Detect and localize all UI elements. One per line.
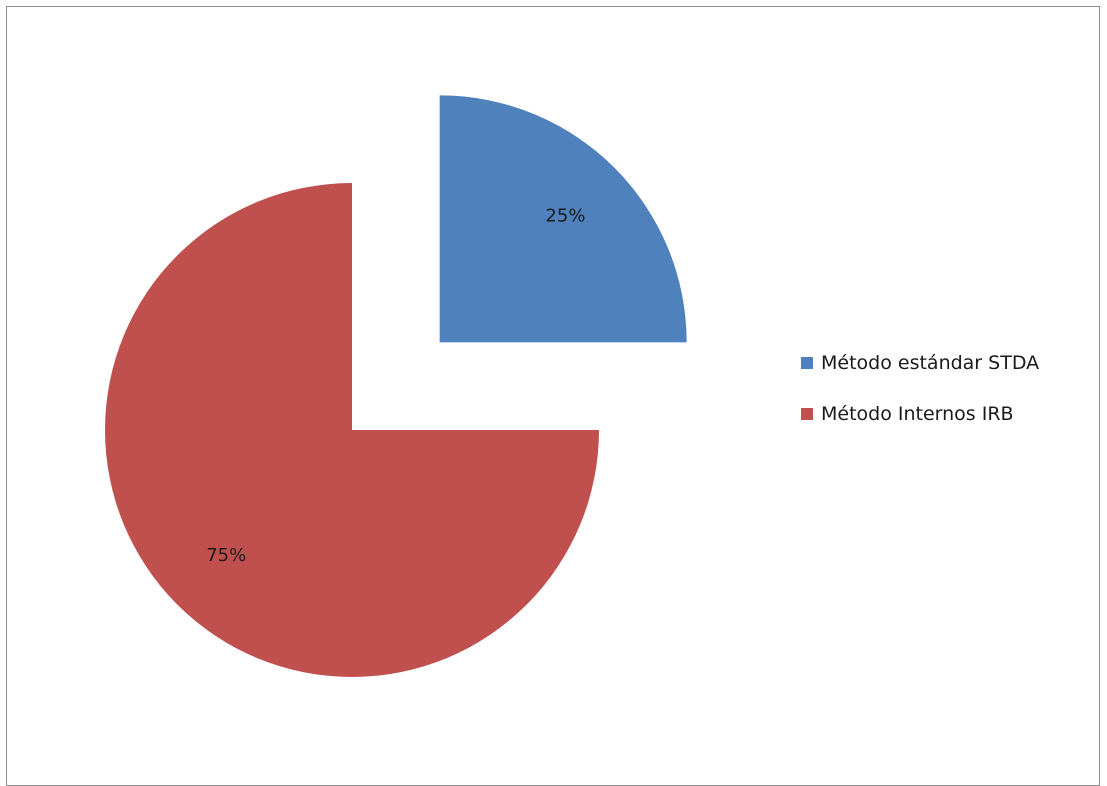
legend-swatch-1 (801, 357, 813, 369)
legend-item-2: Método Internos IRB (801, 401, 1039, 427)
legend-item-1: Método estándar STDA (801, 350, 1039, 376)
pie-slice-1 (439, 95, 687, 343)
legend-label-2: Método Internos IRB (821, 403, 1014, 425)
legend-swatch-2 (801, 408, 813, 420)
pie-chart: 25% 75% (105, 95, 687, 677)
legend-label-1: Método estándar STDA (821, 352, 1040, 374)
pie-slices (105, 95, 687, 677)
data-label-1: 25% (545, 206, 585, 227)
pie-slice-2 (105, 183, 599, 677)
data-label-2: 75% (206, 545, 246, 566)
chart-legend: Método estándar STDA Método Internos IRB (801, 350, 1039, 452)
pie-data-labels: 25% 75% (206, 206, 585, 566)
